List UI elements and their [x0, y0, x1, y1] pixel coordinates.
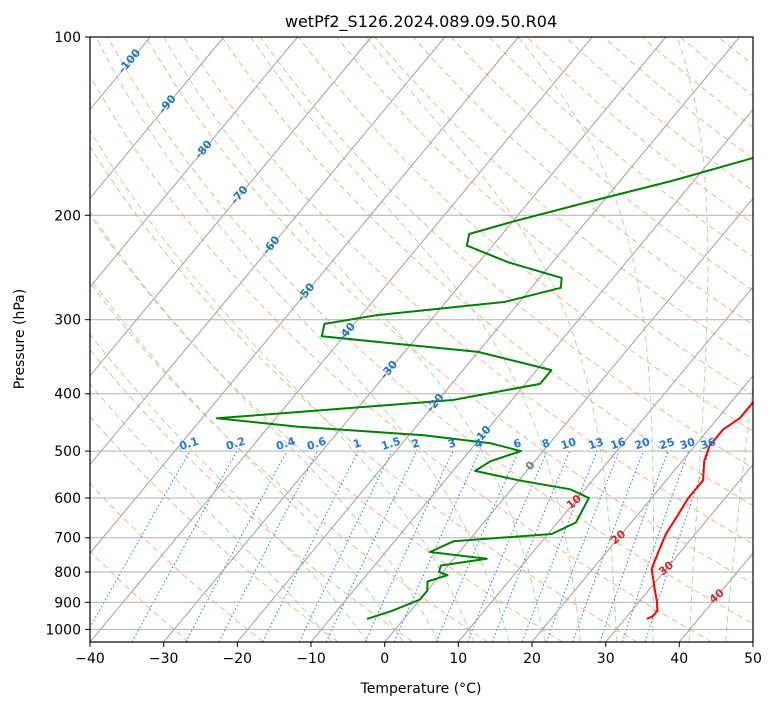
x-axis-label: Temperature (°C) [360, 681, 482, 697]
x-tick-label: 50 [744, 651, 762, 667]
isotherm-line [90, 37, 298, 288]
y-tick-label: 800 [54, 565, 81, 581]
temperature-profile [646, 400, 753, 620]
y-tick-label: 300 [54, 313, 81, 329]
mixing-ratio-label: 10 [559, 435, 578, 452]
y-tick-label: 900 [54, 595, 81, 611]
mixing-ratio-line [599, 450, 669, 642]
isotherm-line [163, 37, 667, 642]
mixing-ratio-line [572, 450, 644, 642]
x-tick-label: 40 [670, 651, 688, 667]
dry-adiabat [374, 37, 753, 361]
isotherm-line [90, 37, 372, 377]
moist-adiabat [90, 129, 475, 642]
mixing-ratio-label: 4 [473, 436, 485, 451]
x-tick-label: 30 [597, 651, 615, 667]
mixing-ratio-label: 0.4 [274, 434, 297, 452]
dry-adiabat [336, 37, 753, 396]
mixing-ratio-line [262, 450, 359, 642]
mixing-ratio-line [393, 450, 481, 642]
mixing-ratio-label: 25 [658, 435, 677, 452]
isotherm-line [90, 37, 519, 554]
moist-adiabat [90, 333, 369, 642]
y-tick-label: 1000 [45, 622, 81, 638]
mixing-ratio-line [185, 450, 288, 642]
isotherm-line [531, 374, 753, 642]
x-tick-label: 0 [380, 651, 389, 667]
mixing-ratio-label: 0.2 [224, 435, 247, 453]
moist-adiabat [95, 37, 510, 642]
x-tick-label: −40 [75, 651, 105, 667]
moist-adiabat [517, 37, 654, 642]
moist-adiabat [90, 277, 404, 642]
isotherm-line [605, 463, 753, 642]
dry-adiabat [90, 281, 488, 642]
chart-title: wetPf2_S126.2024.089.09.50.R04 [285, 12, 557, 32]
y-axis-label: Pressure (hPa) [12, 289, 28, 389]
y-tick-label: 500 [54, 444, 81, 460]
mixing-ratio-line [435, 450, 519, 642]
plot-frame [89, 36, 754, 643]
dry-adiabat [90, 74, 712, 642]
moist-adiabat [90, 210, 439, 642]
mixing-ratio-label: 30 [678, 435, 697, 452]
y-tick-label: 200 [54, 208, 81, 224]
mixing-ratio-label: 0.6 [305, 434, 328, 452]
moist-adiabat [250, 37, 582, 642]
mixing-ratio-line [90, 450, 191, 629]
mixing-ratio-line [621, 450, 690, 642]
mixing-ratio-label: 1.5 [380, 435, 403, 453]
mixing-ratio-line [467, 450, 548, 642]
isotherm-line [457, 286, 753, 642]
mixing-ratio-label: 2 [410, 436, 421, 451]
mixing-ratio-label: 6 [512, 436, 524, 451]
x-tick-label: −30 [149, 651, 179, 667]
mixing-ratio-label: 3 [446, 436, 457, 451]
y-tick-label: 100 [54, 30, 81, 46]
mixing-ratio-line [545, 450, 620, 642]
mixing-ratio-label: 36 [699, 435, 718, 452]
y-tick-label: 400 [54, 387, 81, 403]
dry-adiabat [90, 482, 264, 642]
x-tick-label: −10 [296, 651, 326, 667]
y-tick-label: 600 [54, 491, 81, 507]
isotherm-line [90, 37, 446, 466]
dewpoint-profile [215, 156, 753, 620]
mixing-ratio-label: 20 [633, 435, 652, 452]
isotherm-line [90, 37, 593, 642]
x-tick-label: 10 [449, 651, 467, 667]
dry-adiabat [90, 550, 190, 642]
dry-adiabat [90, 145, 638, 642]
moist-adiabat [163, 37, 546, 642]
mixing-ratio-line [644, 450, 710, 642]
mixing-ratio-label: 13 [587, 435, 606, 452]
mixing-ratio-label: 0.1 [178, 435, 201, 453]
isotherm-line [90, 37, 225, 200]
isotherm-line [310, 108, 753, 642]
isotherm-line [236, 37, 740, 642]
x-tick-label: 20 [523, 651, 541, 667]
mixing-ratio-label: 8 [540, 436, 551, 451]
mixing-ratio-label: 1 [352, 436, 363, 451]
mixing-ratio-label: 16 [609, 435, 628, 452]
y-tick-label: 700 [54, 531, 81, 547]
dry-adiabat [412, 37, 753, 326]
x-tick-label: −20 [223, 651, 253, 667]
moist-adiabat [725, 383, 753, 642]
dry-adiabat [90, 348, 414, 642]
moist-adiabat [90, 382, 333, 642]
mixing-ratio-line [521, 450, 598, 642]
